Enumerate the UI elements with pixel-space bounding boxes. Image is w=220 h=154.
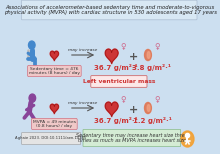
Polygon shape: [50, 104, 59, 113]
Text: 3.8 g/m²·¹: 3.8 g/m²·¹: [132, 63, 171, 71]
Text: ♀: ♀: [155, 41, 160, 51]
Polygon shape: [50, 51, 59, 61]
Text: 1.2 g/m²·¹: 1.2 g/m²·¹: [132, 116, 171, 124]
FancyBboxPatch shape: [83, 130, 181, 146]
Ellipse shape: [147, 105, 150, 111]
FancyBboxPatch shape: [22, 132, 81, 144]
Text: ♀: ♀: [155, 95, 160, 103]
Ellipse shape: [145, 102, 151, 113]
Circle shape: [29, 94, 36, 102]
Text: may increase: may increase: [68, 48, 97, 52]
FancyBboxPatch shape: [91, 76, 147, 87]
Ellipse shape: [147, 52, 150, 58]
Text: MVPA = 49 minutes
(0.8 hours) / day: MVPA = 49 minutes (0.8 hours) / day: [33, 120, 76, 128]
Polygon shape: [105, 102, 118, 116]
Ellipse shape: [145, 49, 151, 61]
Polygon shape: [105, 49, 118, 63]
Text: +: +: [129, 105, 138, 115]
Text: Aghaie 2023. DOI:10.1111/aen.14365: Aghaie 2023. DOI:10.1111/aen.14365: [15, 136, 87, 140]
Circle shape: [29, 41, 35, 49]
Text: ♀: ♀: [120, 41, 126, 51]
Text: +: +: [129, 52, 138, 62]
Text: Left ventricular mass: Left ventricular mass: [83, 79, 155, 84]
Text: ♀: ♀: [120, 95, 126, 103]
Text: Sedentary time = 476
minutes (8 hours) / day: Sedentary time = 476 minutes (8 hours) /…: [29, 67, 80, 75]
FancyBboxPatch shape: [21, 0, 197, 20]
Text: 36.7 g/m²·¹: 36.7 g/m²·¹: [94, 116, 138, 124]
Text: Associations of accelerometer-based sedentary time and moderate-to-vigorous
phys: Associations of accelerometer-based sede…: [4, 5, 216, 15]
Text: 36.7 g/m²·¹: 36.7 g/m²·¹: [94, 63, 138, 71]
Text: Sedentary time may increase heart size three
times as much as MVPA increases hea: Sedentary time may increase heart size t…: [76, 133, 188, 143]
Text: may increase: may increase: [68, 101, 97, 105]
Circle shape: [181, 131, 194, 147]
